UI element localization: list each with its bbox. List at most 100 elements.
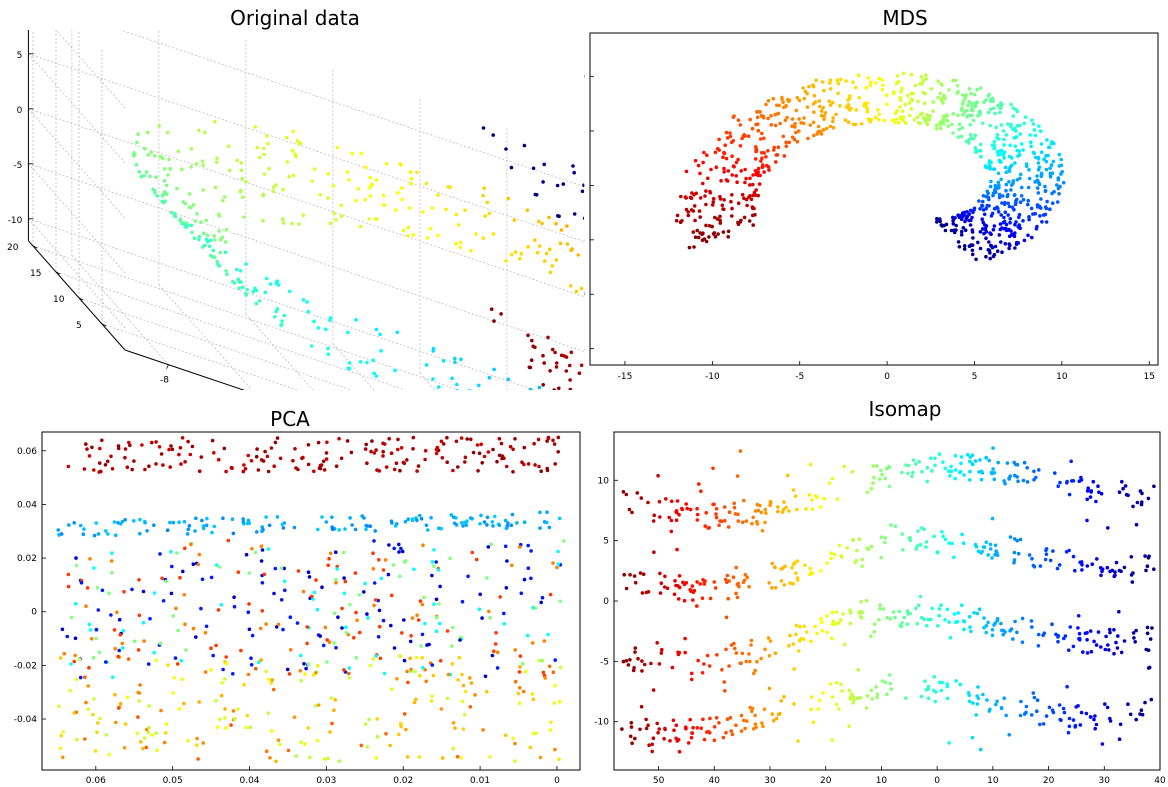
pca-point: [420, 632, 425, 637]
pca-point: [65, 634, 70, 639]
pca-point: [125, 695, 130, 700]
mds-point: [931, 109, 935, 113]
mds-point: [720, 203, 725, 208]
pca-point: [343, 579, 348, 584]
pca-point: [545, 439, 549, 443]
pca-point: [255, 447, 259, 451]
isomap-point: [1094, 722, 1099, 727]
original-point: [554, 221, 558, 226]
pca-point: [347, 666, 352, 670]
pca-point: [140, 443, 144, 447]
original-point: [531, 344, 535, 349]
original-point: [345, 170, 350, 174]
pca-point: [83, 675, 87, 679]
mds-point: [941, 101, 945, 105]
mds-point: [1010, 205, 1015, 210]
isomap-point: [924, 545, 928, 549]
isomap-point: [809, 498, 814, 502]
mds-point: [997, 158, 1002, 163]
isomap-point: [906, 471, 910, 476]
isomap-point: [647, 743, 651, 747]
pca-point: [502, 622, 507, 626]
isomap-point: [830, 695, 835, 699]
original-point: [350, 151, 355, 156]
isomap-point: [657, 727, 661, 731]
isomap-point: [918, 594, 923, 599]
mds-point: [987, 248, 992, 253]
pca-point: [441, 442, 446, 446]
original-point: [201, 163, 205, 168]
pca-point: [390, 521, 394, 525]
isomap-point: [1020, 616, 1025, 621]
original-point: [301, 298, 306, 302]
original-point: [155, 194, 159, 198]
original-point: [211, 248, 216, 253]
isomap-point: [1067, 492, 1072, 497]
mds-point: [1035, 174, 1039, 178]
mds-point: [979, 154, 983, 159]
isomap-point: [739, 729, 744, 733]
mds-point: [835, 78, 840, 83]
pca-point: [453, 726, 457, 730]
isomap-point: [1011, 637, 1015, 641]
isomap-point: [639, 496, 644, 500]
isomap-point: [864, 599, 869, 603]
mds-point: [726, 229, 731, 234]
original-point: [326, 172, 331, 176]
isomap-point: [1116, 634, 1120, 638]
original-point: [450, 376, 454, 381]
isomap-point: [943, 618, 947, 622]
isomap-point: [1085, 489, 1090, 493]
pca-point: [465, 519, 469, 523]
pca-point: [370, 439, 374, 443]
pca-point: [137, 699, 141, 703]
pca-point: [270, 678, 275, 682]
mds-point: [774, 160, 778, 164]
mds-point: [1048, 175, 1053, 179]
pca-point: [296, 569, 301, 573]
pca-point: [334, 550, 338, 554]
pca-point: [389, 623, 393, 628]
pca-point: [382, 671, 387, 676]
isomap-point: [822, 496, 826, 501]
original-point: [534, 193, 539, 197]
isomap-point: [871, 464, 875, 468]
isomap-point: [878, 603, 882, 607]
mds-point: [787, 140, 792, 145]
mds-point: [920, 111, 924, 116]
pca-point: [316, 527, 320, 532]
original-point: [180, 167, 184, 171]
pca-point: [469, 681, 474, 685]
isomap-point: [760, 721, 764, 725]
pca-point: [60, 627, 65, 632]
pca-point: [100, 438, 104, 443]
pca-point: [179, 462, 183, 466]
isomap-point: [760, 528, 765, 533]
isomap-point: [782, 694, 786, 699]
isomap-point: [1092, 717, 1096, 722]
pca-point: [486, 450, 491, 454]
pca-point: [468, 676, 472, 680]
isomap-point: [1114, 560, 1119, 565]
pca-point: [310, 594, 314, 599]
original-point: [576, 253, 580, 257]
original-point: [582, 216, 584, 220]
mds-point: [993, 111, 997, 116]
pca-point: [229, 723, 233, 727]
pca-point: [327, 556, 331, 561]
mds-point: [765, 163, 769, 168]
isomap-point: [726, 525, 731, 529]
original-point: [324, 327, 328, 332]
mds-point: [1013, 144, 1018, 148]
pca-point: [93, 749, 98, 753]
mds-point: [746, 134, 751, 138]
isomap-point: [761, 724, 765, 729]
isomap-point: [768, 503, 772, 508]
mds-point: [961, 226, 966, 230]
mds-point: [999, 177, 1003, 182]
pca-point: [58, 656, 63, 660]
isomap-point: [1084, 711, 1089, 716]
pca-point: [553, 462, 557, 466]
isomap-point: [727, 510, 732, 514]
mds-point: [748, 183, 752, 187]
